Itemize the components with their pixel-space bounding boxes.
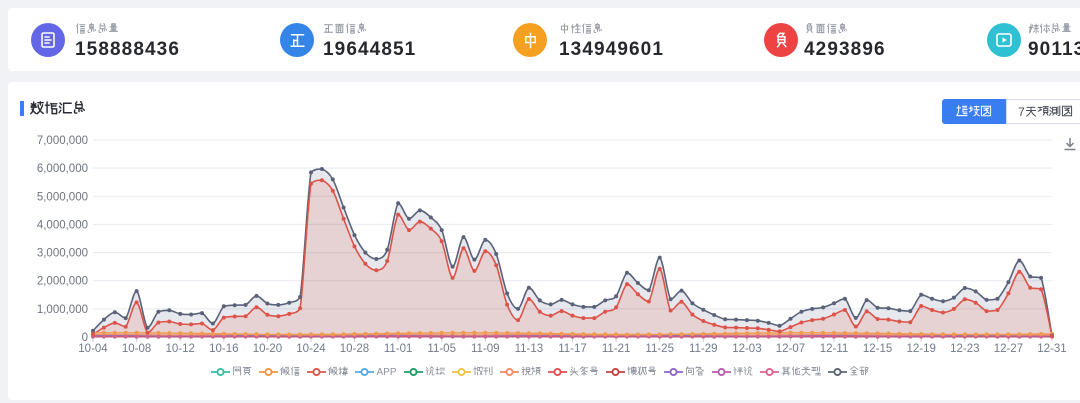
- svg-text:12-19: 12-19: [906, 343, 935, 355]
- svg-text:12-03: 12-03: [732, 343, 761, 355]
- svg-text:10-04: 10-04: [78, 343, 108, 355]
- svg-text:6,000,000: 6,000,000: [37, 163, 88, 175]
- svg-text:10-20: 10-20: [253, 343, 282, 355]
- svg-text:2,000,000: 2,000,000: [37, 276, 88, 288]
- svg-text:11-05: 11-05: [427, 343, 456, 355]
- svg-text:11-29: 11-29: [689, 343, 718, 355]
- svg-text:3,000,000: 3,000,000: [37, 248, 88, 260]
- svg-text:11-01: 11-01: [384, 343, 413, 355]
- svg-text:11-17: 11-17: [558, 343, 587, 355]
- svg-text:12-15: 12-15: [863, 343, 892, 355]
- svg-text:10-16: 10-16: [209, 343, 238, 355]
- svg-text:0: 0: [82, 332, 88, 344]
- svg-text:10-28: 10-28: [340, 343, 369, 355]
- svg-text:11-13: 11-13: [515, 343, 544, 355]
- svg-text:11-25: 11-25: [645, 343, 674, 355]
- svg-text:12-11: 12-11: [820, 343, 849, 355]
- svg-text:10-24: 10-24: [296, 343, 326, 355]
- svg-text:4,000,000: 4,000,000: [37, 219, 88, 231]
- svg-text:7,000,000: 7,000,000: [37, 135, 88, 147]
- svg-text:12-27: 12-27: [994, 343, 1023, 355]
- svg-text:10-08: 10-08: [122, 343, 151, 355]
- svg-text:11-09: 11-09: [471, 343, 500, 355]
- svg-text:5,000,000: 5,000,000: [37, 191, 88, 203]
- svg-text:11-21: 11-21: [602, 343, 631, 355]
- svg-text:12-31: 12-31: [1037, 343, 1066, 355]
- svg-text:12-07: 12-07: [776, 343, 805, 355]
- svg-text:12-23: 12-23: [950, 343, 979, 355]
- svg-text:10-12: 10-12: [165, 343, 194, 355]
- svg-text:1,000,000: 1,000,000: [37, 304, 88, 316]
